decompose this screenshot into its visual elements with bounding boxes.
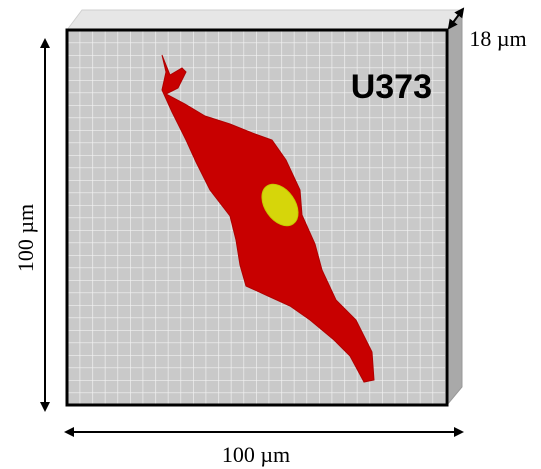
cell-line-label: U373 (351, 68, 432, 106)
depth-label: 18 µm (469, 26, 526, 51)
nucleus (261, 183, 299, 227)
box-top (66, 9, 463, 31)
box-side (446, 8, 463, 407)
height-label: 100 µm (13, 204, 38, 272)
width-label: 100 µm (222, 442, 290, 467)
cell (161, 54, 375, 383)
depth-arrow (447, 7, 465, 30)
